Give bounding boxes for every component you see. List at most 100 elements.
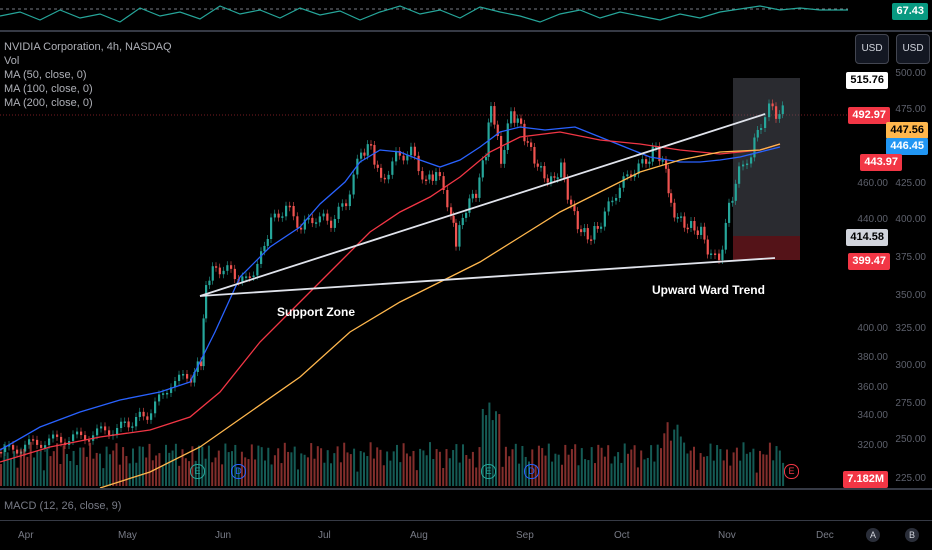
volume-bar	[46, 448, 49, 486]
event-marker-icon[interactable]: E	[190, 464, 205, 479]
volume-bar	[283, 442, 286, 486]
price-candle	[100, 426, 103, 429]
price-candle	[622, 176, 625, 188]
price-axis-label: 320.00	[857, 440, 888, 451]
price-candle	[40, 444, 43, 448]
price-candle	[670, 193, 673, 203]
volume-bar	[13, 451, 16, 486]
event-marker-icon[interactable]: D	[231, 464, 246, 479]
volume-bar	[735, 447, 738, 486]
volume-bar	[409, 456, 412, 486]
event-marker-icon[interactable]: E	[481, 464, 496, 479]
volume-bar	[518, 463, 521, 486]
pane-separator-2[interactable]	[0, 488, 932, 490]
ma200-line	[99, 143, 781, 489]
volume-bar	[184, 458, 187, 486]
currency-button-1[interactable]: USD	[855, 34, 889, 64]
price-tag-stop: 399.47	[848, 253, 890, 270]
price-candle	[760, 127, 763, 130]
volume-bar	[386, 451, 389, 486]
price-candle	[24, 444, 27, 452]
volume-bar	[742, 442, 745, 486]
price-candle	[560, 162, 563, 178]
price-candle	[142, 411, 145, 417]
price-candle	[345, 203, 348, 207]
price-candle	[154, 401, 157, 414]
price-candle	[348, 194, 351, 207]
currency-button-2[interactable]: USD	[896, 34, 930, 64]
price-candle	[162, 393, 165, 395]
price-candle	[326, 213, 329, 221]
volume-bar	[676, 424, 679, 486]
volume-bar	[188, 461, 191, 486]
volume-bar	[630, 449, 633, 486]
volume-bar	[102, 468, 105, 486]
price-candle	[150, 413, 153, 420]
volume-bar	[405, 453, 408, 486]
event-marker-icon[interactable]: D	[524, 464, 539, 479]
volume-bar	[372, 458, 375, 486]
price-candle	[36, 439, 39, 445]
volume-bar	[712, 460, 715, 486]
price-candle	[764, 117, 767, 128]
pane-separator[interactable]	[0, 30, 932, 32]
volume-bar	[699, 453, 702, 486]
price-candle	[611, 200, 614, 203]
price-candle	[746, 163, 749, 166]
volume-bar	[627, 453, 629, 486]
volume-bar	[49, 456, 52, 486]
volume-bar	[732, 452, 735, 486]
price-candle	[721, 249, 724, 260]
price-candle	[455, 222, 458, 247]
price-candle	[718, 253, 721, 260]
time-axis-label: Jun	[215, 530, 232, 541]
volume-bar	[600, 447, 603, 486]
upper-trend-line	[199, 113, 766, 297]
pane-separator-3[interactable]	[0, 520, 932, 521]
price-candle	[520, 118, 523, 124]
volume-bar	[99, 453, 101, 486]
price-candle	[710, 253, 713, 255]
price-tag-upper: 515.76	[846, 72, 888, 89]
volume-bar	[475, 467, 478, 486]
volume-bar	[524, 456, 527, 486]
volume-bar	[69, 461, 72, 486]
price-candle	[273, 213, 276, 218]
volume-bar	[310, 443, 313, 486]
price-candle	[116, 428, 119, 435]
price-candle	[630, 174, 633, 177]
volume-bar	[488, 402, 491, 486]
main-chart-pane[interactable]	[0, 32, 848, 489]
volume-bar	[495, 411, 497, 486]
volume-bar	[366, 456, 369, 486]
price-candle	[200, 361, 203, 367]
rsi-value-tag: 67.43	[892, 3, 928, 20]
price-candle	[778, 114, 781, 119]
volume-bar	[755, 472, 758, 486]
volume-bar	[442, 468, 445, 486]
price-candle	[503, 149, 506, 164]
price-candle	[530, 142, 533, 147]
volume-bar	[273, 455, 276, 486]
volume-bar	[689, 450, 692, 486]
price-candle	[285, 205, 288, 217]
price-axis-label: 460.00	[857, 178, 888, 189]
volume-bar	[224, 443, 227, 486]
price-candle	[756, 129, 759, 138]
price-candle	[322, 213, 325, 217]
volume-bar	[158, 453, 161, 486]
time-axis-label: Aug	[410, 530, 428, 541]
auto-scale-button[interactable]: A	[866, 528, 880, 542]
volume-bar	[650, 445, 653, 486]
price-chart	[0, 78, 848, 489]
log-scale-button[interactable]: B	[905, 528, 919, 542]
volume-bar	[19, 449, 22, 486]
price-candle	[138, 411, 141, 418]
volume-bar	[396, 444, 398, 486]
price-candle	[48, 438, 51, 446]
volume-bar	[168, 452, 171, 486]
volume-bar	[613, 456, 616, 486]
volume-bar	[617, 452, 620, 486]
price-candle	[76, 431, 79, 435]
event-marker-icon[interactable]: E	[784, 464, 799, 479]
